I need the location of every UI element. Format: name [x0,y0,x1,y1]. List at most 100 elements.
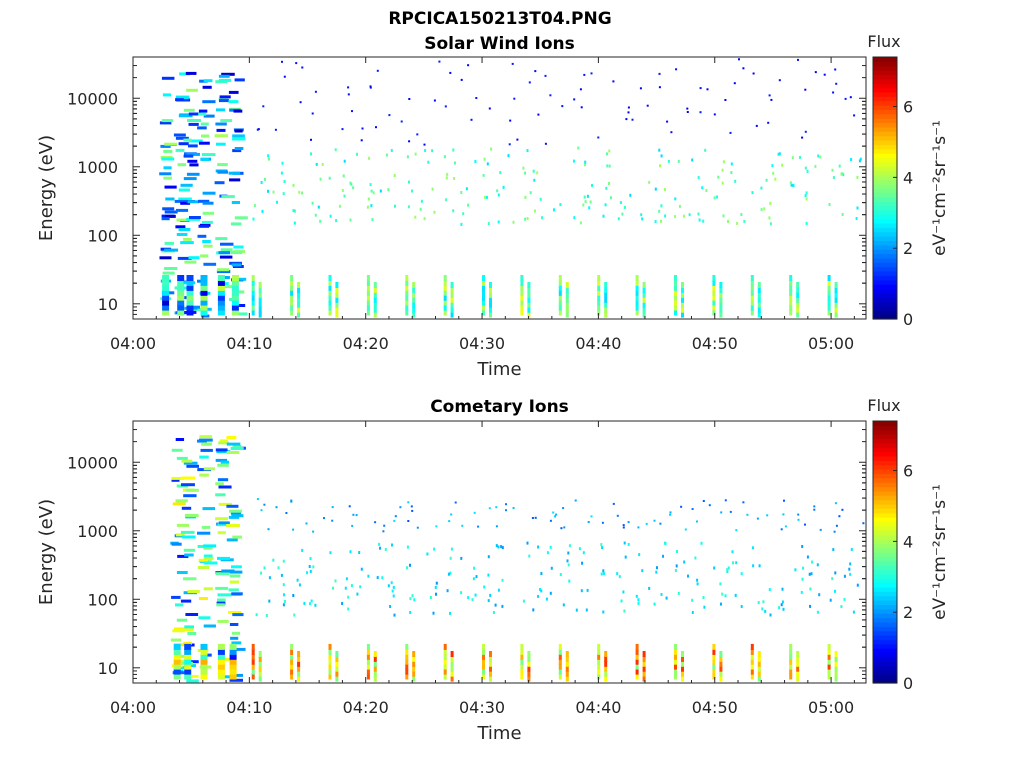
spectrogram-cell [497,220,500,224]
spectrogram-cell [712,658,716,665]
spectrogram-cell [757,660,761,667]
spectrogram-cell [802,566,805,570]
colorbar-step [873,288,897,294]
spectrogram-cell [301,66,304,69]
spectrogram-cell [416,133,419,136]
spectrogram-cell [159,172,172,176]
spectrogram-cell [217,648,225,655]
spectrogram-cell [712,663,716,670]
spectrogram-cell [405,643,409,650]
spectrogram-cell [604,665,608,672]
spectrogram-cell [573,159,575,163]
spectrogram-cell [251,289,255,296]
spectrogram-cell [263,503,266,506]
spectrogram-cell [489,665,492,672]
spectrogram-cell [757,296,761,303]
spectrogram-cell [226,451,240,454]
y-tick-label: 1000 [77,522,118,541]
spectrogram-cell [218,251,231,255]
spectrogram-cell [218,441,229,445]
spectrogram-cell [724,99,727,101]
spectrogram-cell [752,564,755,568]
colorbar-step [873,166,897,172]
spectrogram-cell [175,148,185,152]
spectrogram-cell [229,663,237,670]
spectrogram-cell [329,551,332,555]
colorbar-step [873,534,897,540]
spectrogram-cell [720,602,722,606]
spectrogram-cell [492,611,495,614]
colorbar-step [873,135,897,141]
spectrogram-cell [520,658,524,665]
spectrogram-cell [267,189,269,193]
spectrogram-cell [412,651,416,657]
spectrogram-cell [405,284,409,291]
spectrogram-cell [534,516,537,519]
spectrogram-cell [558,284,562,291]
spectrogram-cell [597,279,601,286]
spectrogram-cell [789,658,793,665]
spectrogram-cell [549,545,552,549]
spectrogram-cell [198,558,209,562]
spectrogram-cell [163,166,172,170]
spectrogram-cell [251,299,255,306]
spectrogram-cell [231,514,244,518]
spectrogram-cell [834,660,838,667]
spectrogram-cell [750,663,754,670]
spectrogram-cell [229,643,237,650]
spectrogram-cell [216,601,226,605]
spectrogram-cell [181,483,195,487]
spectrogram-cell [383,524,386,527]
spectrogram-cell [390,149,393,152]
spectrogram-cell [712,643,716,650]
spectrogram-cell [185,674,199,678]
spectrogram-cell [231,641,242,645]
spectrogram-cell [180,201,191,205]
spectrogram-cell [198,199,210,203]
spectrogram-cell [487,599,490,603]
spectrogram-cell [681,665,684,672]
spectrogram-cell [549,519,552,522]
spectrogram-cell [482,289,485,296]
spectrogram-cell [408,98,411,100]
spectrogram-cell [186,284,194,291]
spectrogram-cell [160,155,173,159]
spectrogram-cell [703,605,706,609]
colorbar-tick-label: 4 [903,532,913,551]
spectrogram-cell [256,498,259,501]
spectrogram-cell [848,567,851,571]
spectrogram-cell [642,296,646,303]
spectrogram-cell [838,164,841,168]
spectrogram-cell [231,631,241,635]
colorbar-step [873,512,897,518]
spectrogram-cell [450,296,454,303]
colorbar-step [873,188,897,193]
colorbar-step [873,310,897,316]
spectrogram-cell [177,256,192,260]
spectrogram-cell [635,673,639,680]
spectrogram-cell [698,218,701,222]
spectrogram-cell [623,205,626,209]
spectrogram-cell [635,658,639,665]
spectrogram-cell [565,287,569,293]
spectrogram-cell [435,592,437,596]
spectrogram-cell [218,521,230,525]
spectrogram-cell [217,275,225,281]
spectrogram-cell [450,675,454,682]
spectrogram-cell [604,291,608,298]
spectrogram-cell [229,623,239,626]
spectrogram-cell [719,651,723,657]
spectrogram-cell [433,99,436,102]
spectrogram-cell [622,590,625,594]
spectrogram-cell [688,213,691,217]
colorbar-step [873,543,897,549]
spectrogram-cell [623,541,626,545]
spectrogram-cell [832,176,835,180]
colorbar-step [873,196,897,202]
spectrogram-cell [217,284,225,291]
spectrogram-cell [214,181,225,185]
spectrogram-cell [772,171,775,175]
spectrogram-cell [804,88,807,91]
spectrogram-cell [586,194,589,198]
spectrogram-cell [849,562,852,566]
